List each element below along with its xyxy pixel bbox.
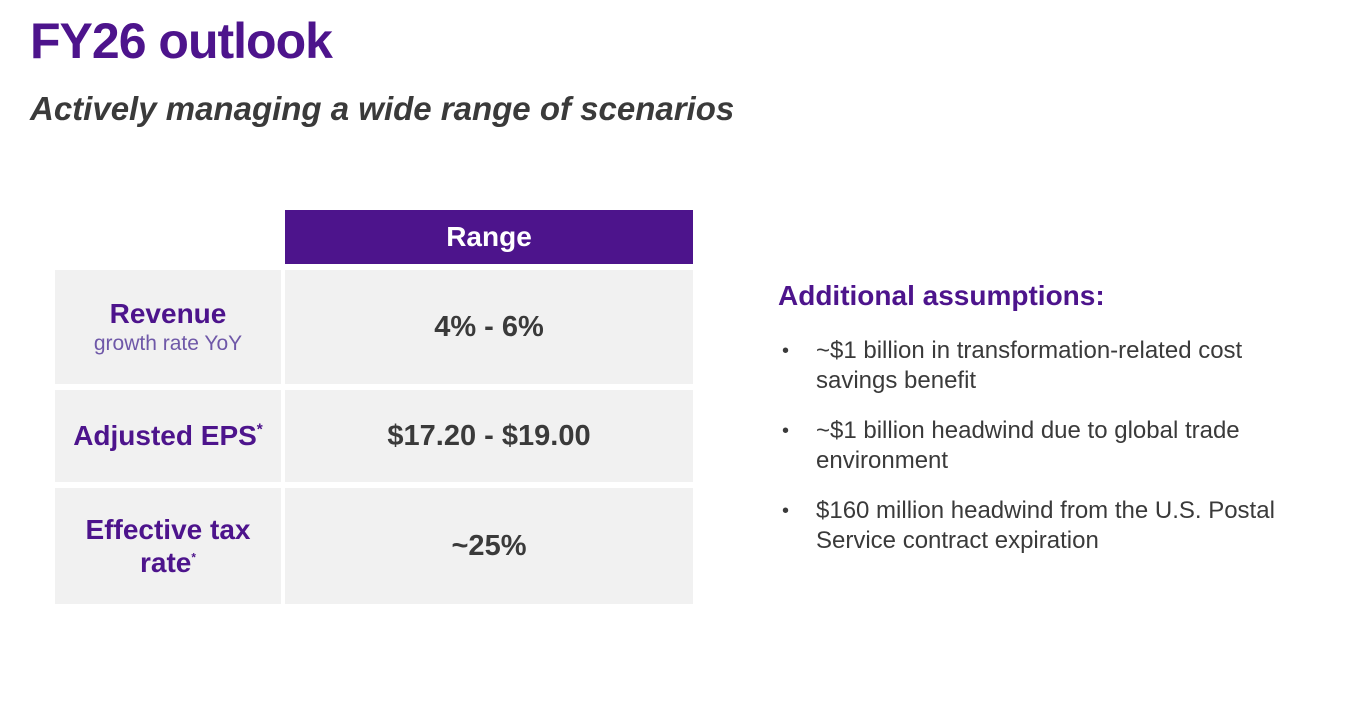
table-row-value-effective-tax-rate: ~25% xyxy=(285,488,693,604)
table-header-range: Range xyxy=(285,210,693,264)
assumption-text: $160 million headwind from the U.S. Post… xyxy=(816,497,1275,554)
table-header-spacer xyxy=(55,210,281,264)
list-item: • ~$1 billion headwind due to global tra… xyxy=(778,416,1330,476)
table-row-label-effective-tax-rate: Effective tax rate* xyxy=(55,488,281,604)
metric-label: Adjusted EPS* xyxy=(73,420,263,452)
bullet-icon: • xyxy=(782,500,790,522)
page-subtitle: Actively managing a wide range of scenar… xyxy=(30,90,735,127)
list-item: • $160 million headwind from the U.S. Po… xyxy=(778,496,1330,556)
table-row-value-adjusted-eps: $17.20 - $19.00 xyxy=(285,390,693,482)
assumption-text: ~$1 billion in transformation-related co… xyxy=(816,337,1243,394)
metric-label: Revenue xyxy=(109,298,227,330)
assumptions-heading: Additional assumptions: xyxy=(778,280,1105,311)
metric-sublabel: growth rate YoY xyxy=(93,332,243,356)
assumptions-panel: Additional assumptions: • ~$1 billion in… xyxy=(778,280,1330,576)
bullet-icon: • xyxy=(782,420,790,442)
outlook-table: Range Revenue growth rate YoY 4% - 6% Ad… xyxy=(55,210,693,604)
metric-label: Effective tax rate* xyxy=(85,513,251,578)
metric-footnote: * xyxy=(191,551,196,565)
table-row-label-revenue: Revenue growth rate YoY xyxy=(55,270,281,384)
list-item: • ~$1 billion in transformation-related … xyxy=(778,336,1330,396)
assumptions-list: • ~$1 billion in transformation-related … xyxy=(778,336,1330,556)
metric-footnote: * xyxy=(256,422,263,440)
bullet-icon: • xyxy=(782,340,790,362)
assumption-text: ~$1 billion headwind due to global trade… xyxy=(816,417,1240,474)
page-title: FY26 outlook xyxy=(30,13,333,69)
table-row-label-adjusted-eps: Adjusted EPS* xyxy=(55,390,281,482)
table-row-value-revenue: 4% - 6% xyxy=(285,270,693,384)
